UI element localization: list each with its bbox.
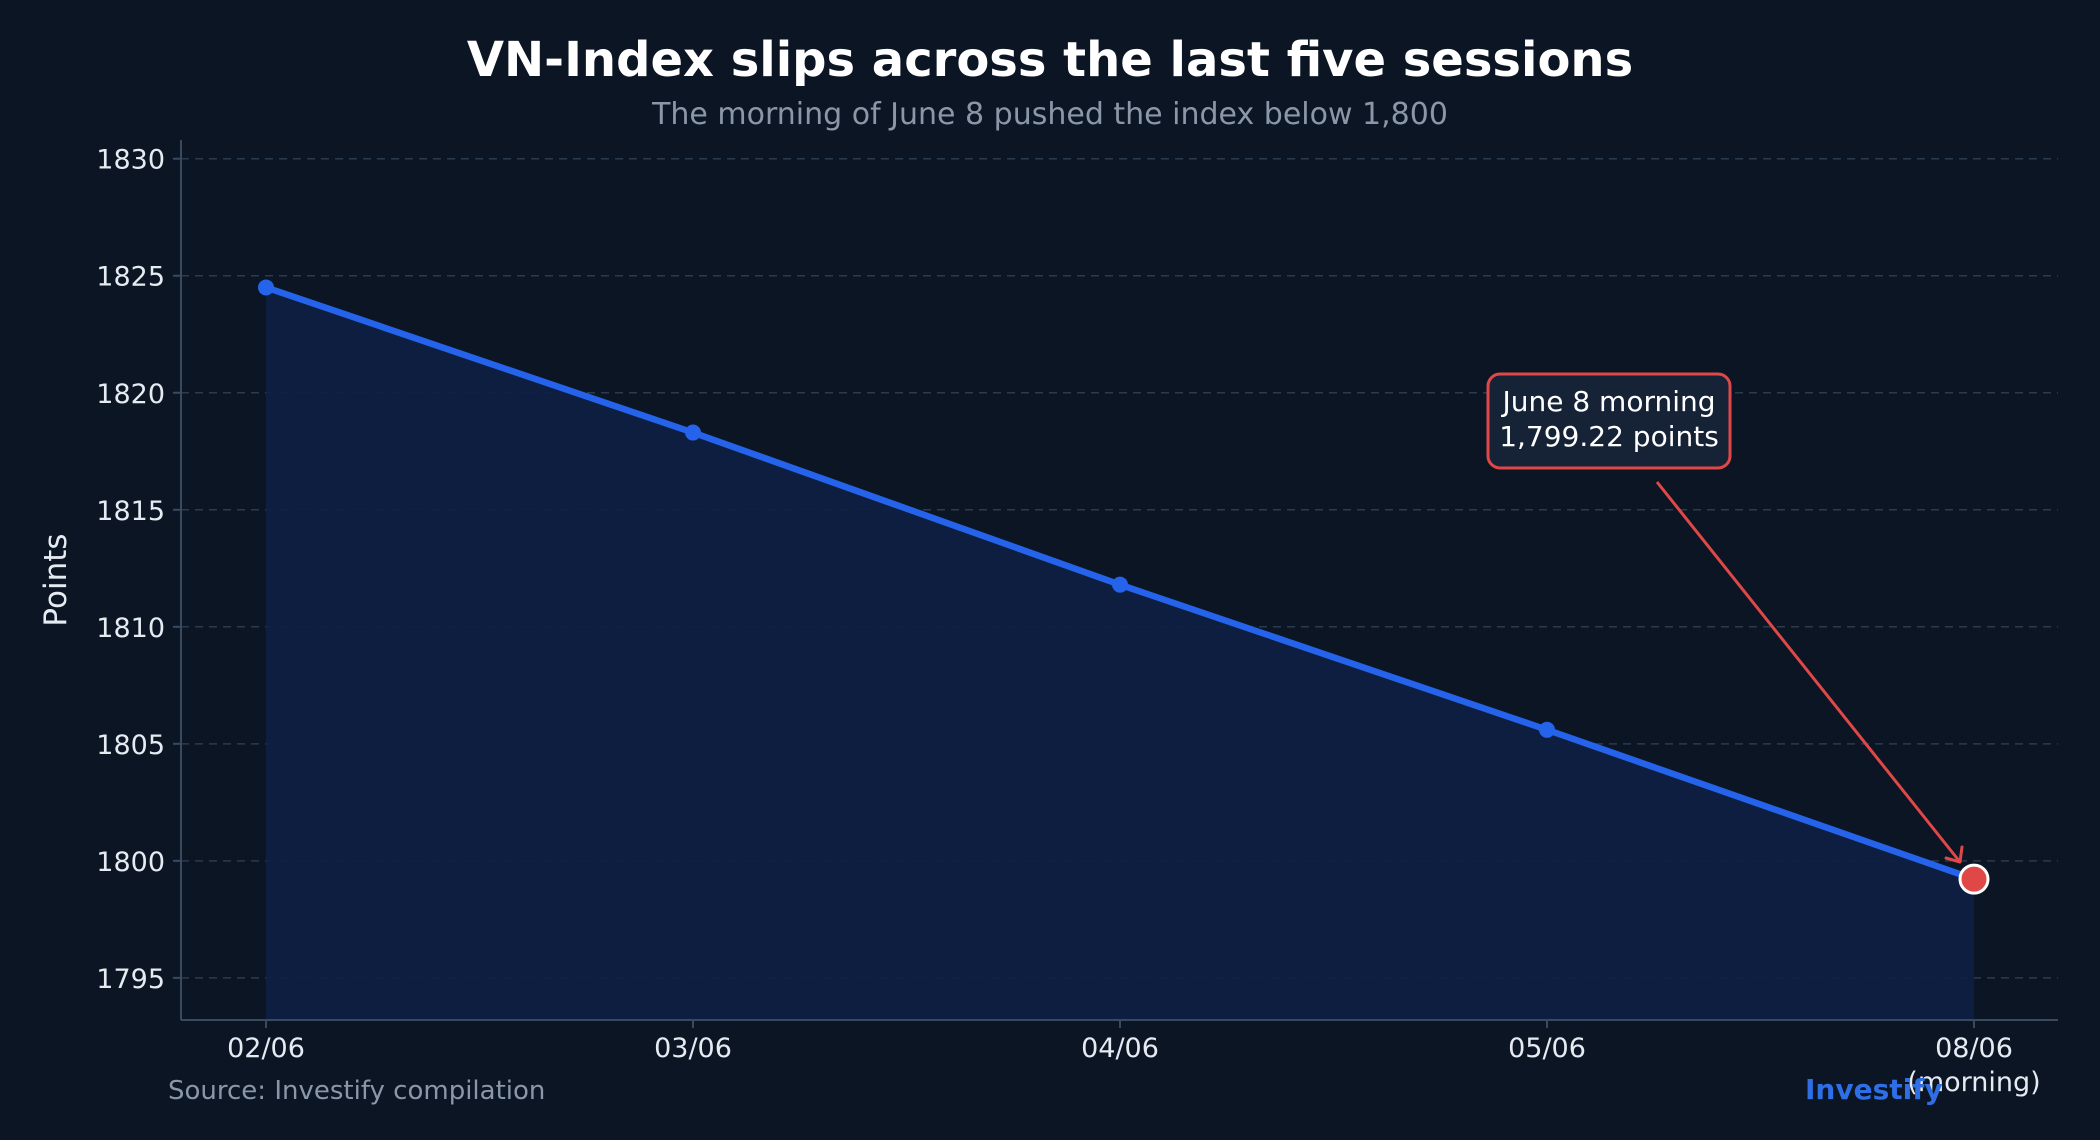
data-point <box>1539 721 1555 738</box>
y-tick-label: 1795 <box>96 964 165 995</box>
source-note: Source: Investify compilation <box>168 1076 545 1106</box>
chart-subtitle: The morning of June 8 pushed the index b… <box>651 97 1448 132</box>
area-fill <box>266 287 1974 1021</box>
annotation-arrowhead <box>1944 845 1964 864</box>
y-tick-label: 1830 <box>96 145 165 176</box>
x-tick-label: 03/06 <box>654 1033 732 1064</box>
y-tick-label: 1825 <box>96 262 165 293</box>
y-tick-labels: 1795 1800 1805 1810 1815 1820 1825 1830 <box>96 145 181 995</box>
data-points <box>258 279 1990 895</box>
y-axis-label: Points <box>38 533 74 626</box>
annotation-arrow <box>1655 481 1962 863</box>
x-tick-labels: 02/06 03/06 04/06 05/06 08/06 (morning) <box>227 1020 2041 1098</box>
data-point <box>258 279 274 296</box>
annotation-box <box>1486 372 1732 470</box>
annotation: June 8 morning 1,799.22 points <box>1486 372 1964 864</box>
y-tick-label: 1805 <box>96 730 165 761</box>
data-point <box>685 424 701 441</box>
y-tick-label: 1800 <box>96 847 165 878</box>
x-tick-label: 08/06 (morning) <box>1907 1033 2040 1098</box>
annotation-line-1: June 8 morning <box>1500 385 1715 418</box>
data-point <box>1112 576 1128 593</box>
x-tick-label: 04/06 <box>1081 1033 1159 1064</box>
chart-title: VN-Index slips across the last five sess… <box>467 32 1633 88</box>
annotation-line-2: 1,799.22 points <box>1499 420 1719 453</box>
highlight-point <box>1958 863 1990 895</box>
y-tick-label: 1810 <box>96 613 165 644</box>
x-tick-label: 02/06 <box>227 1033 305 1064</box>
y-tick-label: 1815 <box>96 496 165 527</box>
x-tick-label: 05/06 <box>1508 1033 1586 1064</box>
brand-logo: Investify <box>1805 1073 1943 1106</box>
y-tick-label: 1820 <box>96 379 165 410</box>
